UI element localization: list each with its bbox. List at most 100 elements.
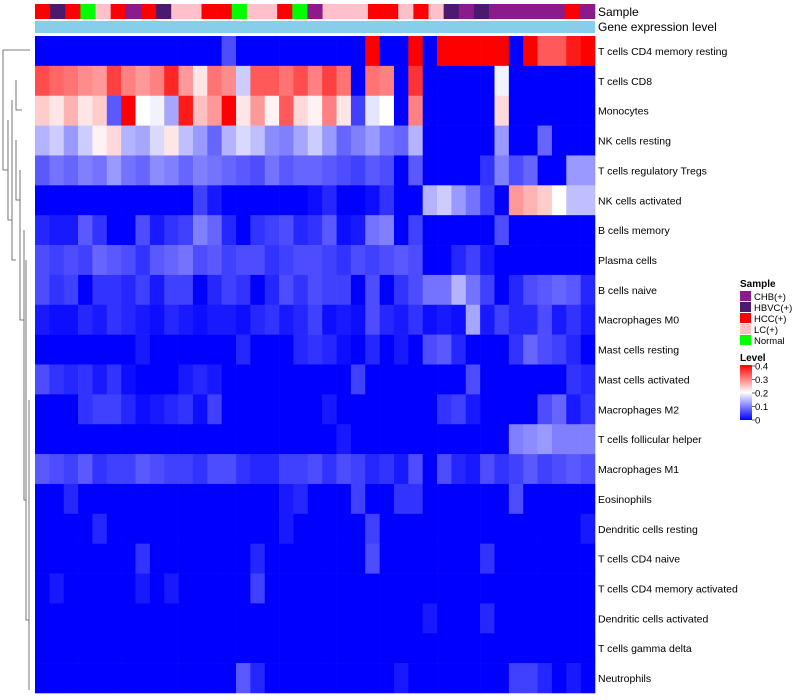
row-label: T cells regulatory Tregs xyxy=(598,165,707,177)
heatmap-cell xyxy=(92,65,108,97)
heatmap-cell xyxy=(393,663,409,694)
heatmap-cell xyxy=(63,65,79,97)
heatmap-cell xyxy=(92,454,108,485)
heatmap-cell xyxy=(236,36,251,67)
heatmap-cell xyxy=(192,543,208,574)
heatmap-cell xyxy=(422,454,438,485)
heatmap-cell xyxy=(149,155,165,186)
heatmap-cell xyxy=(293,155,309,186)
heatmap-cell xyxy=(135,245,151,276)
heatmap-cell xyxy=(494,543,510,574)
heatmap-cell xyxy=(106,245,122,276)
heatmap-cell xyxy=(207,36,222,67)
heatmap-cell xyxy=(422,65,438,97)
sample-annotation-cell xyxy=(443,4,460,19)
heatmap-cell xyxy=(63,185,79,216)
heatmap-cell xyxy=(408,95,423,126)
heatmap-cell xyxy=(465,245,481,276)
heatmap-cell xyxy=(523,603,538,634)
heatmap-cell xyxy=(279,394,294,425)
heatmap-cell xyxy=(551,663,567,694)
heatmap-cell xyxy=(523,274,538,306)
heatmap-cell xyxy=(250,155,266,186)
heatmap-cell xyxy=(408,543,423,574)
sample-legend-swatch xyxy=(740,335,751,345)
heatmap-cell xyxy=(49,155,65,186)
row-label: Macrophages M2 xyxy=(598,404,679,416)
heatmap-cell xyxy=(78,95,93,126)
level-legend-tick-label: 0.4 xyxy=(755,362,768,373)
heatmap-cell xyxy=(106,95,122,126)
heatmap-cell xyxy=(63,603,79,634)
heatmap-cell xyxy=(451,633,467,664)
heatmap-cell xyxy=(408,364,423,395)
heatmap-cell xyxy=(78,483,93,515)
heatmap-cell xyxy=(78,155,93,186)
heatmap-cell xyxy=(408,334,423,365)
heatmap-cell xyxy=(178,65,194,97)
heatmap-cell xyxy=(250,274,266,306)
heatmap-cell xyxy=(135,394,151,425)
heatmap-cell xyxy=(49,424,65,455)
heatmap-cell xyxy=(293,424,309,455)
heatmap-cell xyxy=(35,334,50,365)
heatmap-cell xyxy=(207,424,222,455)
heatmap-cell xyxy=(221,215,237,246)
heatmap-cell xyxy=(106,304,122,335)
heatmap-cell xyxy=(480,394,495,425)
heatmap-cell xyxy=(451,543,467,574)
heatmap-cell xyxy=(365,633,380,664)
heatmap-cell xyxy=(494,424,510,455)
heatmap-cell xyxy=(422,185,438,216)
heatmap-cell xyxy=(451,245,467,276)
heatmap-cell xyxy=(566,483,581,515)
heatmap-cell xyxy=(279,603,294,634)
heatmap-cell xyxy=(192,483,208,515)
heatmap-cell xyxy=(121,334,136,365)
heatmap-cell xyxy=(106,65,122,97)
heatmap-cell xyxy=(35,185,50,216)
heatmap-cell xyxy=(63,543,79,574)
heatmap-cell xyxy=(121,185,136,216)
heatmap-cell xyxy=(465,304,481,335)
heatmap-cell xyxy=(408,424,423,455)
heatmap-cell xyxy=(465,633,481,664)
heatmap-cell xyxy=(264,215,280,246)
sample-annotation-cell xyxy=(50,4,66,19)
heatmap-cell xyxy=(566,125,581,156)
heatmap-cell xyxy=(250,633,266,664)
heatmap-cell xyxy=(566,65,581,97)
heatmap-cell xyxy=(207,334,222,365)
heatmap-cell xyxy=(78,215,93,246)
sample-annotation-cell xyxy=(277,4,293,19)
heatmap-cell xyxy=(451,65,467,97)
heatmap-cell xyxy=(49,215,65,246)
heatmap-cell xyxy=(35,603,50,634)
heatmap-cell xyxy=(264,394,280,425)
heatmap-cell xyxy=(379,543,395,574)
heatmap-cell xyxy=(293,394,309,425)
heatmap-cell xyxy=(92,215,108,246)
heatmap-cell xyxy=(408,573,423,604)
heatmap-cell xyxy=(494,65,510,97)
heatmap-cell xyxy=(178,513,194,544)
heatmap-cell xyxy=(135,543,151,574)
heatmap-cell xyxy=(236,483,251,515)
heatmap-cell xyxy=(106,394,122,425)
sample-annotation-cell xyxy=(337,4,354,19)
heatmap-cell xyxy=(149,603,165,634)
sample-annotation-cell xyxy=(398,4,414,19)
heatmap-cell xyxy=(379,513,395,544)
heatmap-cell xyxy=(336,573,352,604)
heatmap-cell xyxy=(192,364,208,395)
heatmap-cell xyxy=(279,364,294,395)
heatmap-cell xyxy=(523,513,538,544)
heatmap-cell xyxy=(293,125,309,156)
heatmap-cell xyxy=(207,185,222,216)
heatmap-cell xyxy=(293,185,309,216)
heatmap-cell xyxy=(379,424,395,455)
heatmap-cell xyxy=(221,483,237,515)
heatmap-cell xyxy=(106,334,122,365)
heatmap-cell xyxy=(537,364,553,395)
heatmap-cell xyxy=(451,125,467,156)
